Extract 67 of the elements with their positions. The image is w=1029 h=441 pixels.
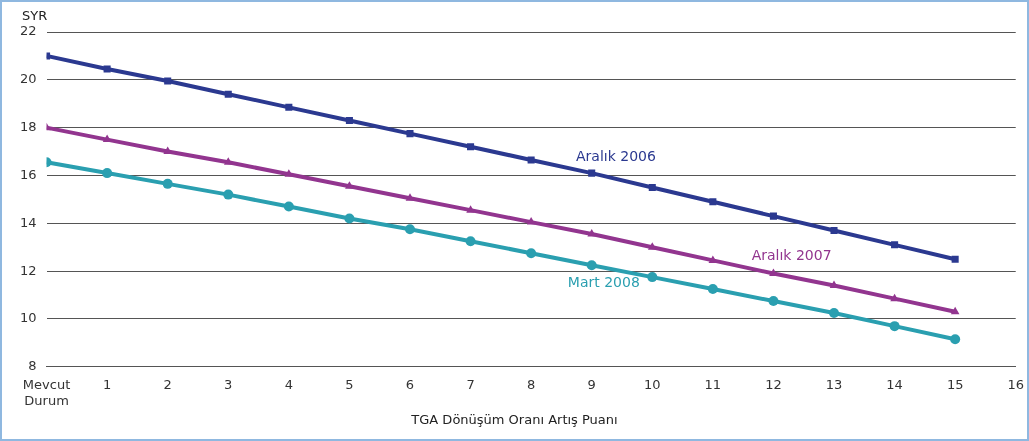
x-tick-label: 14 bbox=[886, 376, 903, 392]
x-tick-label: 11 bbox=[704, 376, 722, 392]
point bbox=[467, 143, 475, 151]
point bbox=[648, 183, 656, 191]
point bbox=[406, 130, 414, 138]
point bbox=[345, 116, 353, 125]
y-tick-label: 20 bbox=[20, 71, 37, 87]
point bbox=[586, 260, 597, 271]
point bbox=[707, 284, 718, 295]
point bbox=[345, 181, 354, 189]
x-tick-label: 13 bbox=[825, 376, 843, 392]
x-tick-label: 9 bbox=[587, 376, 596, 392]
point bbox=[709, 198, 717, 206]
point bbox=[950, 306, 960, 315]
point bbox=[404, 224, 415, 235]
x-tick-label: 5 bbox=[345, 376, 354, 392]
x-tick-label: 2 bbox=[163, 376, 172, 392]
point bbox=[223, 189, 234, 200]
x-tick-label: 3 bbox=[224, 376, 233, 392]
point bbox=[162, 178, 173, 189]
y-tick-label: 12 bbox=[20, 262, 37, 278]
point bbox=[164, 77, 172, 85]
point bbox=[526, 248, 537, 259]
x-tick-label: 15 bbox=[946, 376, 964, 392]
point bbox=[465, 236, 476, 247]
y-tick-label: 16 bbox=[20, 166, 37, 182]
series-label: Mart 2008 bbox=[567, 274, 640, 291]
x-tick-label: 10 bbox=[644, 376, 661, 392]
y-tick-label: 22 bbox=[20, 23, 37, 39]
point bbox=[283, 201, 294, 212]
point bbox=[223, 157, 233, 165]
point bbox=[527, 156, 535, 164]
point bbox=[466, 205, 475, 213]
point bbox=[769, 212, 777, 220]
x-tick-label: 7 bbox=[466, 376, 475, 392]
x-tick-label: 1 bbox=[102, 376, 112, 392]
x-tick-label: 16 bbox=[1007, 376, 1024, 392]
point bbox=[103, 65, 111, 73]
point bbox=[526, 217, 536, 225]
x-axis-title: TGA Dönüşüm Oranı Artış Puanı bbox=[410, 412, 619, 427]
point bbox=[830, 226, 838, 235]
y-tick-label: 10 bbox=[20, 310, 37, 326]
point bbox=[102, 168, 113, 179]
x-tick-label: 4 bbox=[284, 376, 293, 392]
point bbox=[344, 213, 355, 224]
point bbox=[891, 241, 899, 249]
point bbox=[587, 229, 597, 237]
point bbox=[768, 296, 779, 307]
series-label: Aralık 2006 bbox=[575, 148, 656, 165]
x-tick-label: 8 bbox=[526, 376, 536, 392]
series-label: Aralık 2007 bbox=[751, 246, 832, 263]
x-tick-label: Mevcut Durum bbox=[22, 376, 71, 408]
point bbox=[950, 334, 961, 345]
y-tick-label: 18 bbox=[20, 119, 37, 135]
point bbox=[285, 103, 293, 111]
point bbox=[951, 255, 959, 263]
point bbox=[889, 321, 900, 332]
point bbox=[588, 169, 596, 177]
y-tick-label: 8 bbox=[28, 358, 37, 374]
point bbox=[224, 90, 232, 98]
point bbox=[890, 293, 899, 302]
point bbox=[829, 307, 840, 318]
y-axis-title: SYR bbox=[22, 8, 48, 23]
y-tick-label: 14 bbox=[20, 214, 37, 230]
point bbox=[647, 272, 658, 283]
x-tick-label: 12 bbox=[765, 376, 782, 392]
x-tick-label: 6 bbox=[405, 376, 415, 392]
